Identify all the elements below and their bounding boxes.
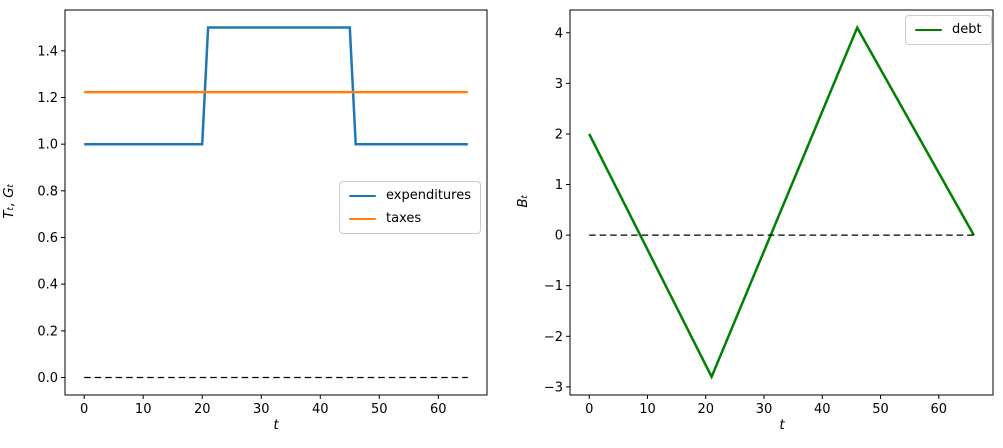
series-debt <box>588 24 975 380</box>
y-tick-label: −2 <box>544 330 563 345</box>
y-tick-label: 0.0 <box>37 371 58 386</box>
right-legend: debt <box>905 15 992 45</box>
x-tick-label: 0 <box>80 402 88 417</box>
left-xaxis-label: t <box>273 417 279 433</box>
axes-spines <box>64 9 488 396</box>
expenditures-line-sample <box>349 194 376 198</box>
y-tick-label: 1.4 <box>37 44 58 59</box>
x-tick-label: 30 <box>253 402 270 417</box>
x-tick-label: 60 <box>430 402 447 417</box>
y-tick-label: −3 <box>544 380 563 395</box>
x-tick-label: 60 <box>931 402 948 417</box>
x-tick-label: 20 <box>697 402 714 417</box>
x-tick-label: 40 <box>312 402 329 417</box>
legend-label: expenditures <box>386 188 471 203</box>
legend-entry-debt: debt <box>915 22 982 38</box>
y-tick-label: 2 <box>555 127 563 142</box>
y-tick-label: 1.2 <box>37 91 58 106</box>
x-tick-label: 10 <box>639 402 656 417</box>
right-xaxis-label: t <box>779 417 785 433</box>
y-tick-label: −1 <box>544 279 563 294</box>
taxes-line-sample <box>349 217 376 221</box>
legend-entry-taxes: taxes <box>349 211 471 227</box>
x-tick-label: 50 <box>371 402 388 417</box>
y-tick-label: 3 <box>555 77 563 92</box>
left-legend: expenditures taxes <box>339 181 481 234</box>
left-yaxis-label: Tₜ, Gₜ <box>1 183 17 219</box>
x-tick-label: 20 <box>194 402 211 417</box>
x-tick-label: 30 <box>756 402 773 417</box>
y-tick-label: 0.8 <box>37 184 58 199</box>
x-tick-label: 40 <box>814 402 831 417</box>
y-tick-label: 0.4 <box>37 278 58 293</box>
y-tick-label: 0.2 <box>37 324 58 339</box>
y-tick-label: 0.6 <box>37 231 58 246</box>
legend-label: taxes <box>386 211 422 226</box>
legend-entry-expenditures: expenditures <box>349 188 471 204</box>
right-yaxis-label: Bₜ <box>515 194 531 208</box>
y-tick-label: 0 <box>555 229 563 244</box>
x-tick-label: 0 <box>585 402 593 417</box>
y-tick-label: 4 <box>555 26 563 41</box>
y-tick-label: 1 <box>555 178 563 193</box>
x-tick-label: 50 <box>872 402 889 417</box>
legend-label: debt <box>952 22 982 37</box>
y-tick-label: 1.0 <box>37 138 58 153</box>
series-expenditures <box>84 26 468 146</box>
debt-line-sample <box>915 28 942 32</box>
x-tick-label: 10 <box>135 402 152 417</box>
axes-spines <box>569 9 994 396</box>
